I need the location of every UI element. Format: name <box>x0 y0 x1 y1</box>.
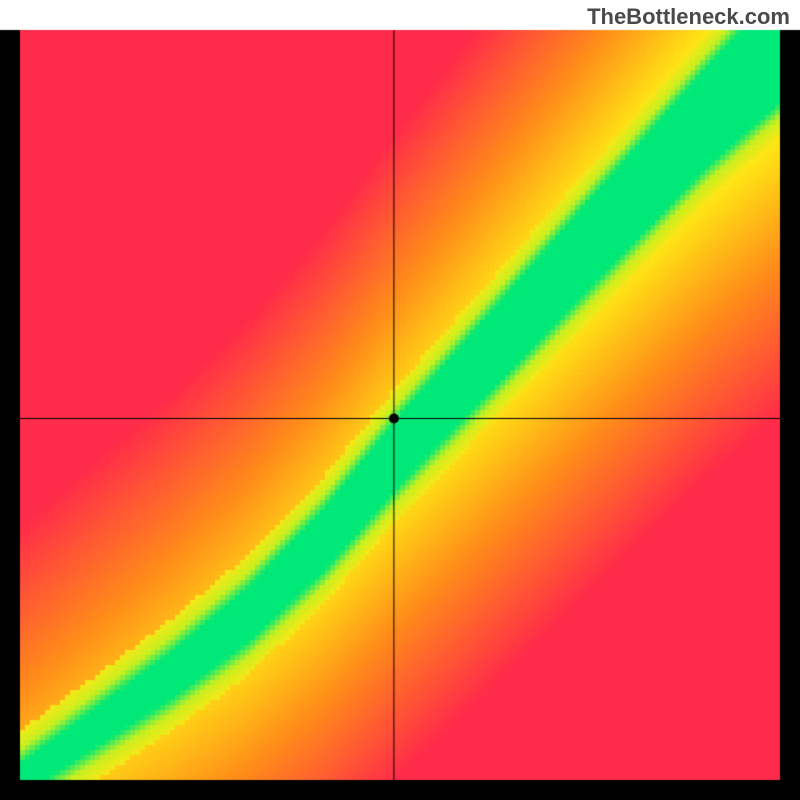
chart-container: TheBottleneck.com <box>0 0 800 800</box>
watermark-text: TheBottleneck.com <box>587 4 790 30</box>
heatmap-canvas <box>0 0 800 800</box>
